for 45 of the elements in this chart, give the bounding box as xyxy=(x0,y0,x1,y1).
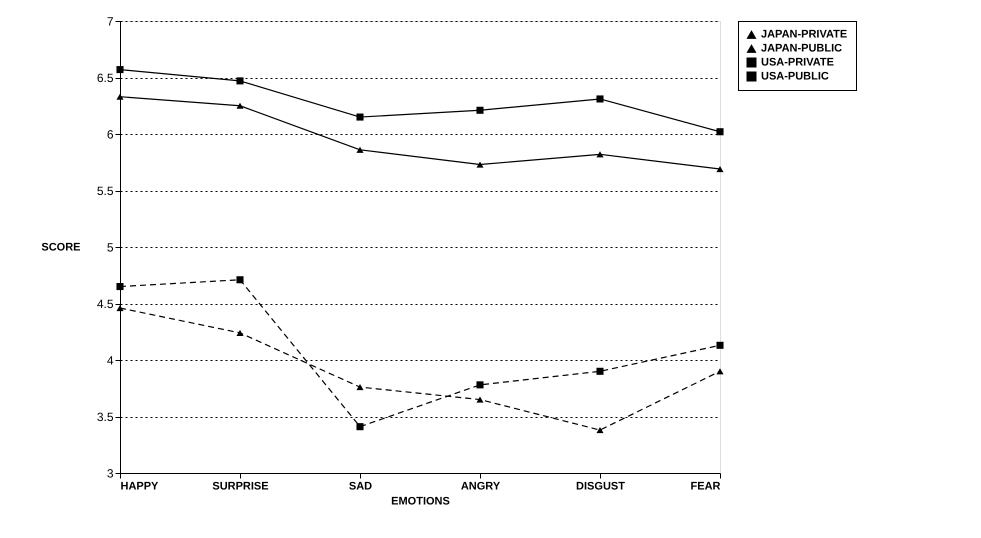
legend-label: USA-PRIVATE xyxy=(761,56,834,68)
x-tick-label: FEAR xyxy=(690,480,721,492)
point xyxy=(356,384,364,390)
y-tick-label: 5 xyxy=(106,240,114,254)
point xyxy=(476,161,484,168)
x-tick-label: DISGUST xyxy=(576,480,626,492)
point xyxy=(116,283,124,290)
legend-label: USA-PUBLIC xyxy=(761,70,829,82)
point xyxy=(596,151,604,158)
point xyxy=(476,396,484,403)
y-tick-label: 5.5 xyxy=(96,184,114,198)
y-tick-label: 3 xyxy=(106,466,114,480)
point xyxy=(596,427,604,434)
legend-label: JAPAN-PUBLIC xyxy=(761,42,842,54)
y-tick-label: 3.5 xyxy=(96,410,114,424)
point xyxy=(356,423,364,430)
x-tick-label: SAD xyxy=(348,480,372,492)
y-tick-label: 4 xyxy=(106,354,114,368)
legend-label: JAPAN-PRIVATE xyxy=(761,28,848,40)
point xyxy=(236,102,244,109)
y-tick-label: 6 xyxy=(106,128,114,142)
x-tick-label: HAPPY xyxy=(120,480,160,492)
y-tick-label: 6.5 xyxy=(96,71,114,85)
point xyxy=(116,304,124,312)
x-tick-label: SURPRISE xyxy=(212,480,269,492)
point xyxy=(596,368,604,375)
point xyxy=(356,114,364,121)
point xyxy=(236,330,244,336)
point xyxy=(116,66,124,74)
y-axis-title: SCORE xyxy=(41,242,80,254)
x-tick-label: ANGRY xyxy=(460,480,501,492)
point xyxy=(356,146,364,153)
y-tick-label: 7 xyxy=(106,14,114,28)
point xyxy=(716,128,724,136)
point xyxy=(596,95,604,103)
point xyxy=(716,368,724,374)
x-axis-title: EMOTIONS xyxy=(391,496,450,508)
point xyxy=(476,106,484,114)
y-tick-label: 4.5 xyxy=(96,297,114,311)
point xyxy=(716,166,724,172)
point xyxy=(716,342,724,349)
point xyxy=(476,381,484,388)
point xyxy=(116,94,124,100)
point xyxy=(236,276,244,284)
point xyxy=(236,77,244,84)
